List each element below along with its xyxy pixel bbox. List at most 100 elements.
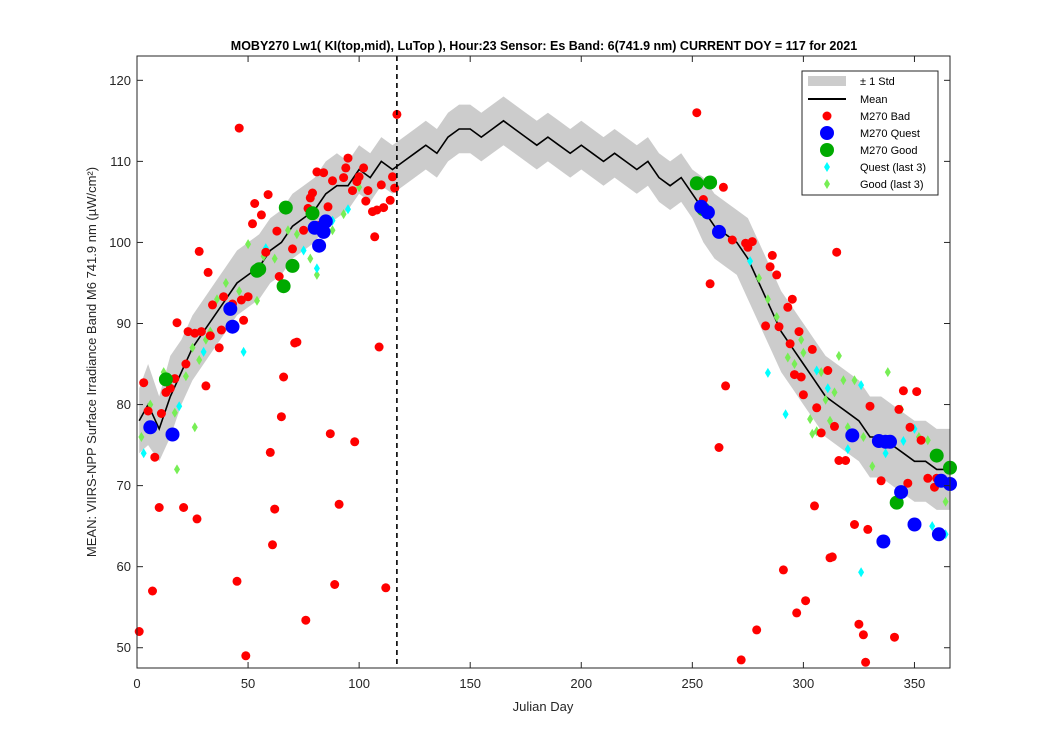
bad-point (301, 615, 311, 625)
good-last3-point (860, 432, 867, 442)
legend-label-quest-last3: Quest (last 3) (860, 162, 926, 174)
quest-last3-point (824, 383, 831, 394)
good-last3-point (222, 278, 229, 288)
x-tick-label: 300 (793, 676, 815, 691)
bad-point (783, 302, 793, 312)
bad-point (774, 322, 784, 332)
bad-point (328, 176, 337, 186)
bad-point (236, 295, 246, 305)
good-last3-point (196, 355, 203, 365)
y-axis-label: MEAN: VIIRS-NPP Surface Irradiance Band … (84, 167, 99, 557)
legend-marker-good-last3 (824, 179, 830, 189)
bad-point (794, 327, 804, 337)
bad-point (812, 403, 822, 413)
legend-label-bad: M270 Bad (860, 111, 910, 123)
bad-point (276, 412, 286, 422)
good-point (889, 495, 904, 510)
bad-point (150, 452, 160, 462)
bad-point (350, 437, 360, 447)
bad-point (718, 182, 728, 192)
plot-frame (136, 55, 951, 669)
quest-last3-point (200, 346, 207, 357)
bad-point (374, 342, 384, 352)
y-tick-label: 110 (110, 154, 131, 169)
bad-point (761, 321, 771, 331)
bad-point (288, 244, 297, 254)
bad-point (292, 337, 302, 347)
good-last3-point (245, 239, 252, 250)
good-last3-point (942, 496, 949, 507)
quest-last3-point (345, 204, 351, 215)
good-last3-point (764, 294, 771, 305)
good-last3-point (807, 414, 814, 425)
quest-point (700, 205, 715, 220)
bad-point (905, 422, 915, 432)
bad-point (325, 429, 335, 439)
x-tick-label: 0 (133, 676, 140, 691)
bad-point (268, 540, 277, 550)
y-tick-label: 120 (109, 73, 131, 88)
good-last3-point (791, 359, 798, 369)
bad-point (156, 409, 166, 418)
legend-label-good-last3: Good (last 3) (860, 179, 924, 191)
bad-point (721, 381, 731, 391)
quest-point (712, 224, 726, 239)
good-point (276, 279, 291, 294)
bad-point (876, 476, 886, 486)
bad-point (196, 327, 206, 337)
bad-point (370, 232, 380, 242)
quest-point (845, 428, 860, 443)
bad-point (912, 387, 922, 397)
quest-last3-point (782, 409, 789, 420)
bad-point (256, 210, 266, 220)
bad-point (736, 655, 746, 665)
quest-point (223, 301, 238, 316)
y-tick-label: 70 (117, 478, 131, 493)
bad-point (192, 514, 202, 524)
good-last3-point (851, 375, 858, 386)
bad-point (823, 366, 833, 375)
bad-point (203, 267, 213, 277)
good-last3-point (285, 225, 291, 236)
quest-point (876, 534, 891, 549)
bad-point (250, 199, 260, 208)
bad-point (727, 235, 737, 245)
quest-point (318, 214, 333, 229)
bad-point (767, 250, 777, 260)
good-last3-point (174, 464, 180, 475)
bad-point (692, 108, 702, 118)
bad-point (827, 552, 837, 562)
legend-marker-quest (820, 126, 834, 140)
x-tick-label: 150 (459, 676, 481, 691)
good-point (252, 262, 267, 277)
y-tick-label: 60 (117, 559, 131, 574)
quest-last3-point (240, 346, 247, 357)
bad-point (923, 473, 933, 483)
bad-point (299, 225, 309, 235)
bad-point (390, 183, 400, 193)
good-last3-point (189, 342, 196, 353)
bad-point (134, 627, 144, 636)
bad-point (241, 651, 251, 661)
mean-line-layer (138, 119, 950, 471)
good-last3-point (307, 253, 314, 264)
bad-point (148, 586, 157, 596)
bad-point (796, 372, 806, 382)
good-last3-point (835, 350, 842, 361)
x-tick-label: 250 (681, 676, 703, 691)
bad-point (772, 270, 782, 280)
bad-point (270, 504, 280, 514)
legend-label-quest: M270 Quest (860, 128, 920, 140)
good-point (305, 206, 320, 221)
bad-point (319, 168, 329, 178)
quest-point (894, 485, 909, 500)
bad-point (854, 619, 864, 629)
bad-point (747, 237, 757, 247)
y-tick-label: 90 (117, 316, 131, 331)
bad-point (810, 501, 819, 511)
good-point (689, 176, 704, 191)
bad-point (334, 499, 344, 509)
data-points-layer (134, 108, 957, 667)
bad-point (154, 503, 164, 512)
bad-point (858, 630, 868, 640)
